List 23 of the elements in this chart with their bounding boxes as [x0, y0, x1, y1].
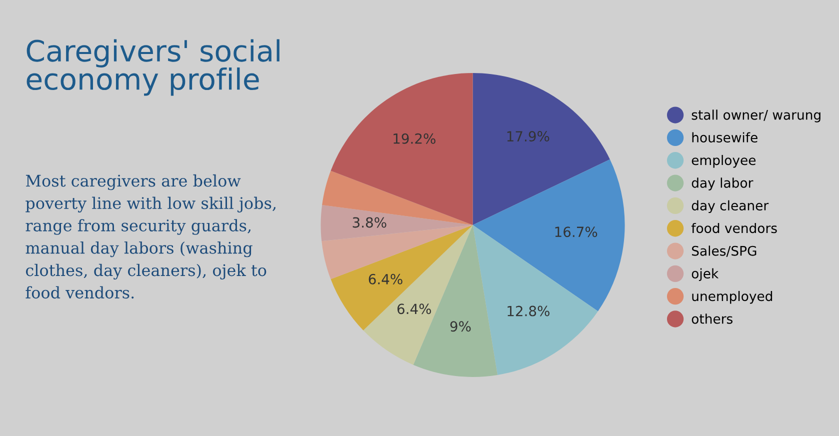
- legend-label: ojek: [692, 268, 719, 282]
- legend-label: others: [692, 314, 733, 324]
- legend-label: housewife: [692, 132, 758, 142]
- text: Most caregivers are below poverty line with low skill jobs, range from security guards, manual day labors (washing clothes, day cleaners), ojek to food vendors.: [26, 174, 276, 299]
- legend-label: day cleaner: [692, 200, 769, 214]
- legend-label: food vendors: [691, 222, 777, 234]
- legend-label: day labor: [692, 178, 754, 190]
- data-label: 17.9%: [507, 131, 550, 142]
- data-label: 16.7%: [555, 226, 598, 238]
- data-label: 6.4%: [368, 274, 402, 284]
- legend-label: Sales/SPG: [692, 246, 756, 257]
- pie-slice: [472, 72, 610, 225]
- pie-slice: [320, 204, 473, 242]
- pie-slice: [472, 224, 598, 375]
- data-label: 19.2%: [394, 133, 436, 144]
- legend-label: unemployed: [692, 290, 772, 304]
- data-label: 6.4%: [397, 304, 432, 314]
- data-label: 12.8%: [508, 306, 550, 316]
- data-label: 3.8%: [352, 217, 386, 228]
- chart-title: Caregivers' social economy profile: [26, 39, 280, 96]
- legend-label: stall owner/ warung: [692, 110, 820, 122]
- data-label: 9%: [450, 321, 471, 332]
- legend-label: employee: [692, 154, 756, 168]
